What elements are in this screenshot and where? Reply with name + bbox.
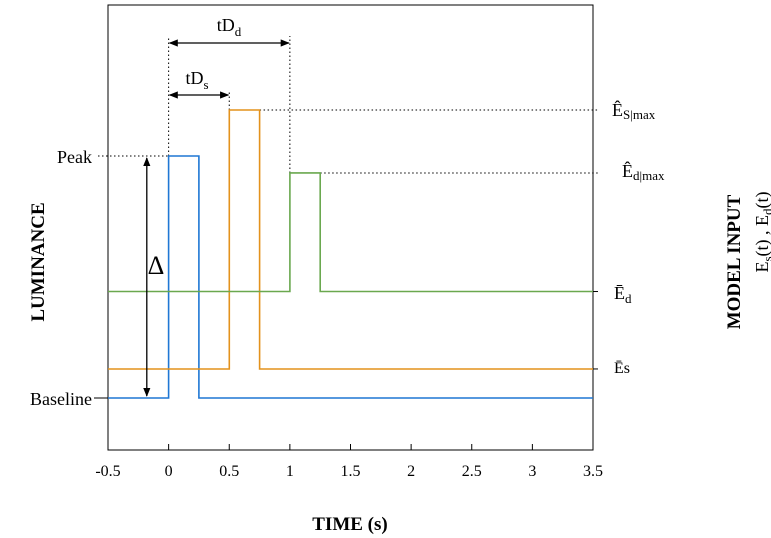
right-axis-sublabel: Es(t) , Ed(t): [752, 191, 771, 272]
x-tick-label: 3: [528, 463, 536, 480]
x-tick-label: 1: [286, 463, 294, 480]
x-tick-label: 2: [407, 463, 415, 480]
x-tick-label: 0: [165, 463, 173, 480]
y-axis-label: LUMINANCE: [28, 202, 49, 321]
peak-label: Peak: [57, 147, 92, 167]
series-line-s: [108, 109, 593, 370]
tDd-label: tDd: [217, 15, 242, 39]
guide-lines: [94, 36, 598, 399]
annotations: tDd tDs Δ Peak Baseline ÊS|max Êd|max Ēd Ēs: [30, 15, 665, 409]
x-ticks: -0.5 0 0.5 1 1.5 2 2.5 3 3.5: [95, 444, 603, 480]
x-tick-label: 0.5: [219, 463, 239, 480]
ed-max-label: Êd|max: [622, 160, 665, 183]
right-axis-label: MODEL INPUT: [724, 194, 745, 329]
series-line-d: [108, 172, 593, 293]
x-tick-label: 2.5: [462, 463, 482, 480]
series-line-luminance: [108, 155, 593, 399]
x-axis-label: TIME (s): [312, 514, 387, 535]
series-group: [108, 109, 593, 399]
x-tick-label: -0.5: [95, 463, 120, 480]
es-bar-label: Ēs: [614, 360, 630, 377]
x-tick-label: 3.5: [583, 463, 603, 480]
plot-frame: [107, 4, 594, 451]
tDs-label: tDs: [185, 68, 208, 92]
es-max-label: ÊS|max: [612, 99, 656, 122]
ed-bar-label: Ēd: [614, 283, 632, 306]
delta-label: Δ: [148, 251, 165, 280]
x-tick-label: 1.5: [341, 463, 361, 480]
baseline-label: Baseline: [30, 389, 92, 409]
